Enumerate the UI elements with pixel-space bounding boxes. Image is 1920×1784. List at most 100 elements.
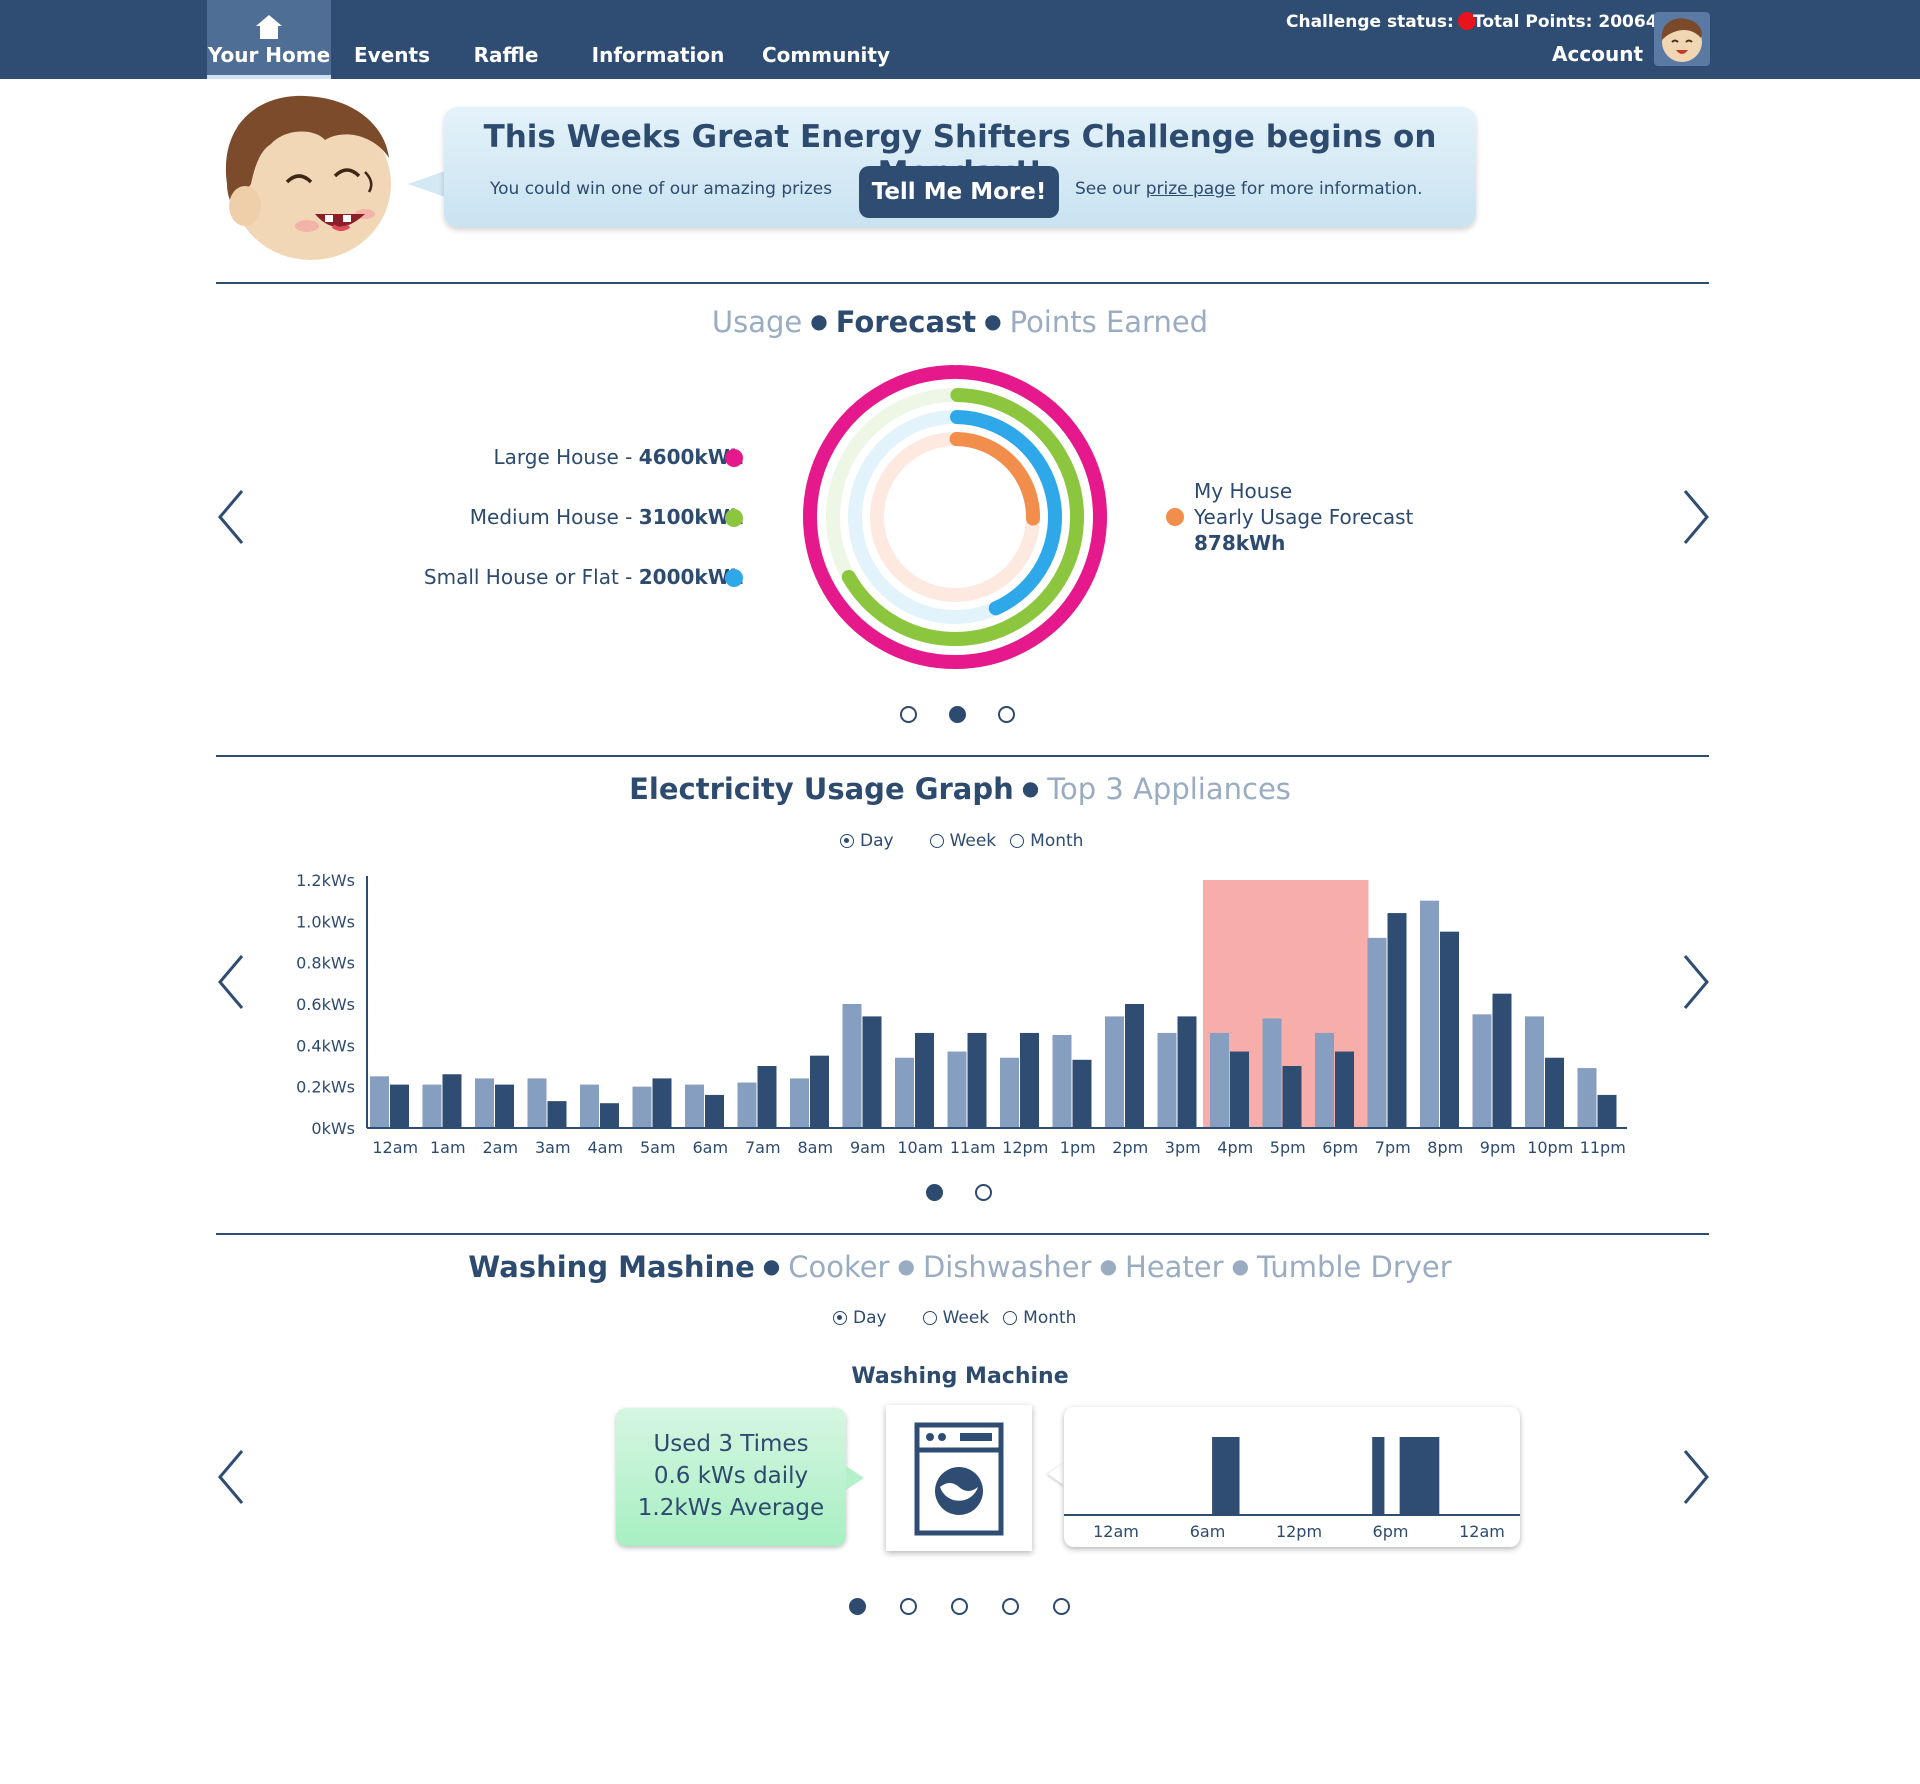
nav-item-information[interactable]: Information	[590, 0, 726, 79]
bar-8pm-series-1	[1420, 900, 1439, 1128]
bar-4am-series-2	[600, 1103, 619, 1128]
radio-week[interactable]: Week	[922, 1308, 989, 1328]
radio-label: Month	[1030, 831, 1084, 851]
legend-dot-my-house	[1166, 508, 1184, 526]
prize-page-link[interactable]: prize page	[1145, 179, 1236, 199]
bar-2pm-series-2	[1125, 1004, 1144, 1128]
legend-dot-large	[725, 449, 743, 467]
legend-large-house: Large House - 4600kWh	[494, 445, 745, 469]
tab-top-3-appliances[interactable]: Top 3 Appliances	[1047, 772, 1291, 806]
pager-dot[interactable]	[900, 706, 917, 723]
bar-12am-series-2	[390, 1084, 409, 1128]
tab-heater[interactable]: Heater	[1125, 1250, 1224, 1284]
y-tick-label: 0kWs	[311, 1119, 355, 1138]
usage-prev-arrow-icon[interactable]	[216, 954, 246, 1010]
forecast-prev-arrow-icon[interactable]	[216, 489, 246, 545]
total-points: Total Points: 200640	[1473, 12, 1670, 32]
x-tick-label: 11pm	[1580, 1138, 1626, 1157]
bar-12pm-series-1	[1000, 1057, 1019, 1128]
tab-washing-machine[interactable]: Washing Mashine	[468, 1250, 755, 1284]
stat-daily-usage: 0.6 kWs daily	[653, 1463, 809, 1489]
legend-label: Small House or Flat -	[423, 565, 639, 589]
bar-10am-series-1	[895, 1057, 914, 1128]
x-tick-label: 4pm	[1217, 1138, 1253, 1157]
bar-6pm-series-2	[1335, 1051, 1354, 1128]
nav-label-raffle: Raffle	[473, 43, 539, 67]
radio-day[interactable]: Day	[833, 1308, 887, 1328]
pager-dot-active[interactable]	[926, 1184, 943, 1201]
bar-11am-series-2	[967, 1032, 987, 1128]
tab-usage[interactable]: Usage	[711, 305, 803, 339]
appliance-tab-bar: Washing Mashine ● Cooker ● Dishwasher ● Heater…	[0, 1250, 1920, 1284]
radio-week[interactable]: Week	[929, 831, 996, 851]
forecast-tab-bar: Usage ● Forecast ● Points Earned	[0, 305, 1920, 339]
tab-cooker[interactable]: Cooker	[788, 1250, 890, 1284]
bar-6pm-series-1	[1315, 1032, 1334, 1128]
x-tick-label: 3am	[535, 1138, 571, 1157]
avatar-face-icon	[1661, 18, 1702, 62]
pager-dot[interactable]	[1002, 1598, 1019, 1615]
pager-dot[interactable]	[1053, 1598, 1070, 1615]
tab-separator: ●	[810, 309, 828, 333]
nav-item-your-home[interactable]: Your Home	[207, 0, 331, 79]
tab-forecast[interactable]: Forecast	[835, 305, 977, 339]
pager-dot[interactable]	[975, 1184, 992, 1201]
bar-7am-series-2	[757, 1066, 777, 1128]
electricity-usage-bar-chart: 0kWs 0.2kWs 0.4kWs 0.6kWs 0.8kWs 1.0kWs 1.2kWs…	[296, 871, 1627, 1157]
appliance-prev-arrow-icon[interactable]	[216, 1449, 246, 1505]
bar-4pm-series-2	[1230, 1051, 1249, 1128]
appliance-next-arrow-icon[interactable]	[1681, 1449, 1711, 1505]
tab-points-earned[interactable]: Points Earned	[1009, 305, 1209, 339]
usage-period-selector: Day Week Month	[840, 831, 1083, 851]
x-tick-label: 12pm	[1002, 1138, 1048, 1157]
bar-1am-series-2	[442, 1074, 462, 1128]
bar-9am-series-1	[842, 1004, 862, 1128]
bar-4am-series-1	[580, 1084, 599, 1128]
banner-right-text: See our prize page for more information.	[1075, 179, 1423, 199]
bar-11pm-series-1	[1577, 1068, 1597, 1128]
pager-dot[interactable]	[900, 1598, 917, 1615]
appliance-usage-timeline: 12am 6am 12pm 6pm 12am	[1064, 1407, 1520, 1547]
tab-electricity-usage-graph[interactable]: Electricity Usage Graph	[629, 772, 1014, 806]
radio-circle	[1010, 834, 1025, 848]
usage-next-arrow-icon[interactable]	[1681, 954, 1711, 1010]
legend-medium-house: Medium House - 3100kWh	[470, 505, 744, 529]
radio-day[interactable]: Day	[840, 831, 894, 851]
nav-label-community: Community	[761, 43, 891, 67]
tab-tumble-dryer[interactable]: Tumble Dryer	[1257, 1250, 1452, 1284]
bar-7am-series-1	[737, 1082, 757, 1128]
banner-right-prefix: See our	[1075, 179, 1141, 199]
y-tick-label: 1.2kWs	[296, 871, 355, 890]
nav-label-your-home: Your Home	[207, 43, 331, 67]
tab-separator: ●	[897, 1254, 915, 1278]
nav-item-events[interactable]: Events	[352, 0, 432, 79]
nav-item-raffle[interactable]: Raffle	[470, 0, 542, 79]
bar-6am-series-1	[685, 1084, 704, 1128]
avatar[interactable]	[1654, 12, 1710, 66]
radio-circle	[1003, 1311, 1018, 1325]
pager-dot-active[interactable]	[949, 706, 966, 723]
usage-period-bar-3	[1399, 1437, 1440, 1515]
radio-month[interactable]: Month	[1003, 1308, 1076, 1328]
bar-8pm-series-2	[1440, 931, 1459, 1128]
section-divider	[216, 282, 1709, 284]
tab-dishwasher[interactable]: Dishwasher	[922, 1250, 1092, 1284]
x-tick-label: 7pm	[1375, 1138, 1411, 1157]
pager-dot[interactable]	[951, 1598, 968, 1615]
tell-me-more-button[interactable]: Tell Me More!	[859, 166, 1059, 218]
x-tick-label: 7am	[745, 1138, 781, 1157]
nav-item-community[interactable]: Community	[762, 0, 890, 79]
radio-month[interactable]: Month	[1010, 831, 1083, 851]
timeline-tick-label: 6pm	[1373, 1522, 1409, 1541]
x-tick-label: 5am	[640, 1138, 676, 1157]
forecast-next-arrow-icon[interactable]	[1681, 489, 1711, 545]
stat-average-usage: 1.2kWs Average	[637, 1495, 825, 1521]
bar-2pm-series-1	[1105, 1016, 1124, 1128]
x-tick-label: 11am	[950, 1138, 996, 1157]
account-link[interactable]: Account	[1552, 42, 1643, 66]
pager-dot-active[interactable]	[849, 1598, 866, 1615]
pager-dot[interactable]	[998, 706, 1015, 723]
y-tick-label: 0.2kWs	[296, 1078, 355, 1097]
bar-4pm-series-1	[1210, 1032, 1229, 1128]
bar-8am-series-1	[790, 1078, 809, 1128]
